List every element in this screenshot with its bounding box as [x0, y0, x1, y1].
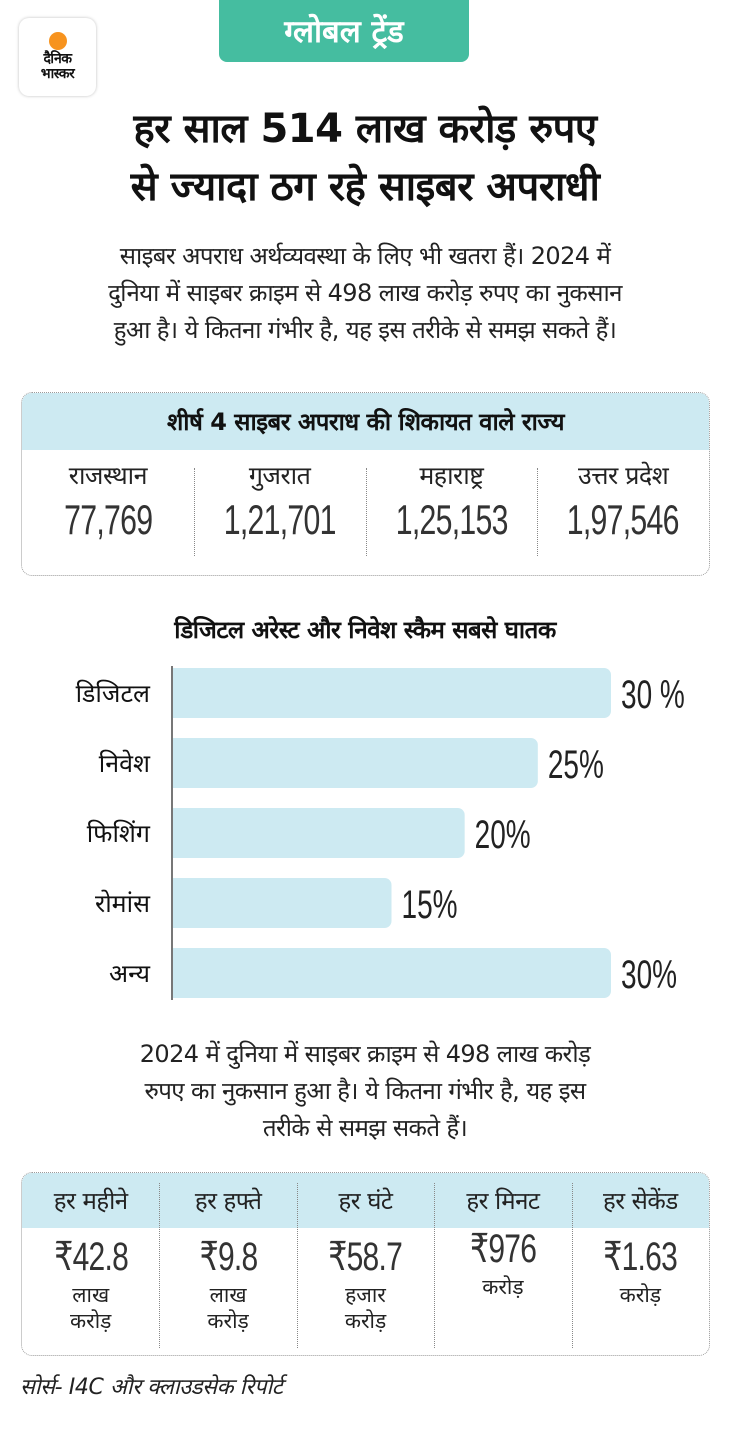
rate-column: हर घंटे ₹58.7 हजार करोड़	[296, 1173, 435, 1355]
bar-left-edge	[172, 878, 182, 928]
rate-column: हर मिनट ₹976 करोड़	[434, 1173, 572, 1355]
state-name: उत्तर प्रदेश	[578, 461, 669, 490]
rate-period: हर घंटे	[296, 1173, 435, 1228]
bar-left-edge	[172, 948, 182, 998]
intro-line-3: हुआ है। ये कितना गंभीर है, यह इस तरीके स…	[113, 316, 617, 344]
bar-left-edge	[172, 668, 182, 718]
rate-unit-1: करोड़	[619, 1283, 662, 1307]
state-name: राजस्थान	[68, 461, 148, 490]
category-label: निवेश	[99, 749, 151, 778]
state-complaints: 1,21,701	[223, 496, 337, 543]
state-cell: गुजरात 1,21,701	[193, 450, 366, 575]
intro-paragraph: साइबर अपराध अर्थव्यवस्था के लिए भी खतरा …	[20, 238, 710, 349]
scam-type-bar-chart: डिजिटल 30 % निवेश 25% फिशिंग 20% रोमांस 15% अन्य…	[76, 666, 685, 1000]
intro-line-1: साइबर अपराध अर्थव्यवस्था के लिए भी खतरा …	[119, 242, 611, 270]
top-states-title: शीर्ष 4 साइबर अपराध की शिकायत वाले राज्य	[22, 393, 709, 450]
rate-period: हर सेकेंड	[571, 1173, 709, 1228]
summary-line-1: 2024 में दुनिया में साइबर क्राइम से 498 …	[139, 1040, 591, 1068]
bar-left-edge	[172, 738, 182, 788]
value-label: 15%	[402, 883, 458, 927]
logo-text-line1: दैनिक	[43, 51, 72, 67]
state-complaints: 77,769	[63, 496, 153, 543]
rate-unit-1: करोड़	[482, 1275, 524, 1299]
state-name: गुजरात	[248, 461, 311, 490]
bar	[172, 948, 611, 998]
rate-period: हर हफ्ते	[159, 1173, 297, 1228]
intro-line-2: दुनिया में साइबर क्राइम से 498 लाख करोड़…	[108, 279, 622, 307]
rate-value: ₹58.7	[328, 1235, 403, 1279]
rate-value: ₹1.63	[603, 1235, 678, 1279]
sun-icon	[48, 32, 67, 50]
bar	[172, 808, 465, 858]
category-label: फिशिंग	[87, 819, 151, 848]
bar	[172, 668, 611, 718]
state-complaints: 1,97,546	[567, 496, 680, 543]
headline-line-1: हर साल 514 लाख करोड़ रुपए	[133, 106, 597, 152]
rate-value: ₹9.8	[199, 1235, 258, 1279]
rate-column: हर हफ्ते ₹9.8 लाख करोड़	[159, 1173, 297, 1355]
state-complaints: 1,25,153	[395, 496, 508, 543]
category-label: अन्य	[109, 959, 150, 988]
value-label: 30 %	[621, 673, 685, 717]
state-cell: उत्तर प्रदेश 1,97,546	[537, 450, 709, 575]
rate-unit-1: लाख	[209, 1283, 247, 1307]
bar-left-edge	[172, 808, 182, 858]
rate-unit-1: हजार	[345, 1283, 386, 1307]
rate-unit-2: करोड़	[207, 1309, 249, 1333]
state-cell: महाराष्ट्र 1,25,153	[365, 450, 538, 575]
top-states-row: राजस्थान 77,769 गुजरात 1,21,701 महाराष्ट…	[22, 450, 709, 575]
value-label: 25%	[548, 743, 604, 787]
rate-unit-2: करोड़	[344, 1309, 387, 1333]
top-states-table: शीर्ष 4 साइबर अपराध की शिकायत वाले राज्य…	[21, 392, 710, 576]
summary-line-3: तरीके से समझ सकते हैं।	[262, 1114, 468, 1142]
section-tag: ग्लोबल ट्रेंड	[219, 0, 469, 62]
loss-rate-table: हर महीने ₹42.8 लाख करोड़ हर हफ्ते ₹9.8 ल…	[21, 1172, 710, 1356]
rate-unit-2: करोड़	[70, 1309, 112, 1333]
rate-value: ₹976	[469, 1227, 537, 1271]
source-note: सोर्स- I4C और क्लाउडसेक रिपोर्ट	[20, 1375, 283, 1400]
category-label: डिजिटल	[76, 679, 151, 708]
category-label: रोमांस	[95, 889, 151, 918]
rate-period: हर महीने	[22, 1173, 160, 1228]
value-label: 30%	[621, 953, 677, 997]
summary-line-2: रुपए का नुकसान हुआ है। ये कितना गंभीर है…	[144, 1077, 586, 1105]
bar	[172, 878, 392, 928]
logo-text-line2: भास्कर	[40, 66, 75, 82]
state-name: महाराष्ट्र	[419, 461, 484, 490]
chart-title: डिजिटल अरेस्ट और निवेश स्कैम सबसे घातक	[174, 616, 556, 644]
summary-paragraph: 2024 में दुनिया में साइबर क्राइम से 498 …	[40, 1036, 690, 1147]
headline: हर साल 514 लाख करोड़ रुपए से ज्यादा ठग र…	[0, 100, 730, 216]
rate-column: हर सेकेंड ₹1.63 करोड़	[571, 1173, 709, 1355]
bar	[172, 738, 538, 788]
rate-period: हर मिनट	[434, 1173, 572, 1228]
rate-value: ₹42.8	[53, 1235, 128, 1279]
rate-column: हर महीने ₹42.8 लाख करोड़	[22, 1173, 160, 1355]
headline-line-2: से ज्यादा ठग रहे साइबर अपराधी	[130, 164, 600, 210]
state-cell: राजस्थान 77,769	[22, 450, 194, 575]
rate-unit-1: लाख	[72, 1283, 110, 1307]
value-label: 20%	[475, 813, 531, 857]
dainik-bhaskar-logo: दैनिक भास्कर	[19, 18, 96, 96]
